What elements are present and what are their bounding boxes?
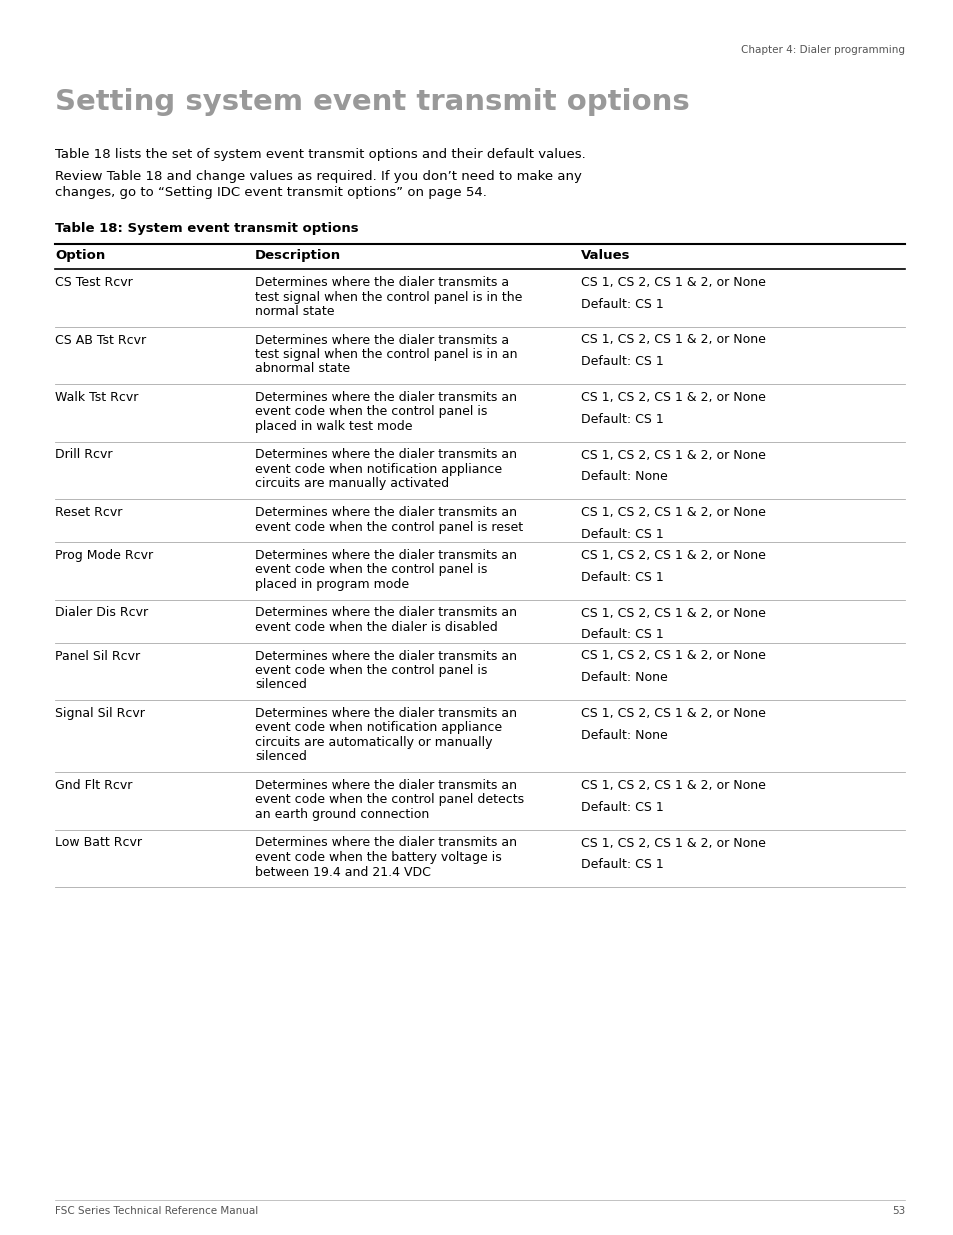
Text: Default: CS 1: Default: CS 1 [580,629,663,641]
Text: Default: CS 1: Default: CS 1 [580,527,663,541]
Text: CS Test Rcvr: CS Test Rcvr [55,275,132,289]
Text: test signal when the control panel is in the: test signal when the control panel is in… [254,290,522,304]
Text: Determines where the dialer transmits a: Determines where the dialer transmits a [254,275,509,289]
Text: CS 1, CS 2, CS 1 & 2, or None: CS 1, CS 2, CS 1 & 2, or None [580,779,765,792]
Text: Table 18: System event transmit options: Table 18: System event transmit options [55,222,358,235]
Text: Panel Sil Rcvr: Panel Sil Rcvr [55,650,140,662]
Text: silenced: silenced [254,751,307,763]
Text: between 19.4 and 21.4 VDC: between 19.4 and 21.4 VDC [254,866,431,878]
Text: Default: CS 1: Default: CS 1 [580,800,663,814]
Text: CS 1, CS 2, CS 1 & 2, or None: CS 1, CS 2, CS 1 & 2, or None [580,391,765,404]
Text: Determines where the dialer transmits an: Determines where the dialer transmits an [254,606,517,620]
Text: CS 1, CS 2, CS 1 & 2, or None: CS 1, CS 2, CS 1 & 2, or None [580,275,765,289]
Text: event code when the dialer is disabled: event code when the dialer is disabled [254,621,497,634]
Text: abnormal state: abnormal state [254,363,350,375]
Text: Default: CS 1: Default: CS 1 [580,571,663,584]
Text: event code when the control panel is: event code when the control panel is [254,405,487,419]
Text: Walk Tst Rcvr: Walk Tst Rcvr [55,391,138,404]
Text: Default: CS 1: Default: CS 1 [580,356,663,368]
Text: Determines where the dialer transmits a: Determines where the dialer transmits a [254,333,509,347]
Text: event code when notification appliance: event code when notification appliance [254,721,501,735]
Text: Dialer Dis Rcvr: Dialer Dis Rcvr [55,606,148,620]
Text: Determines where the dialer transmits an: Determines where the dialer transmits an [254,448,517,462]
Text: CS 1, CS 2, CS 1 & 2, or None: CS 1, CS 2, CS 1 & 2, or None [580,606,765,620]
Text: Table 18 lists the set of system event transmit options and their default values: Table 18 lists the set of system event t… [55,148,585,161]
Text: Default: CS 1: Default: CS 1 [580,858,663,871]
Text: circuits are automatically or manually: circuits are automatically or manually [254,736,492,748]
Text: placed in walk test mode: placed in walk test mode [254,420,412,433]
Text: Determines where the dialer transmits an: Determines where the dialer transmits an [254,836,517,850]
Text: Drill Rcvr: Drill Rcvr [55,448,112,462]
Text: CS 1, CS 2, CS 1 & 2, or None: CS 1, CS 2, CS 1 & 2, or None [580,506,765,519]
Text: event code when the control panel is reset: event code when the control panel is res… [254,520,522,534]
Text: event code when the control panel is: event code when the control panel is [254,563,487,577]
Text: event code when the control panel detects: event code when the control panel detect… [254,794,523,806]
Text: Determines where the dialer transmits an: Determines where the dialer transmits an [254,650,517,662]
Text: Default: CS 1: Default: CS 1 [580,412,663,426]
Text: CS 1, CS 2, CS 1 & 2, or None: CS 1, CS 2, CS 1 & 2, or None [580,333,765,347]
Text: changes, go to “Setting IDC event transmit options” on page 54.: changes, go to “Setting IDC event transm… [55,186,486,199]
Text: Values: Values [580,249,630,262]
Text: Determines where the dialer transmits an: Determines where the dialer transmits an [254,391,517,404]
Text: Determines where the dialer transmits an: Determines where the dialer transmits an [254,550,517,562]
Text: CS 1, CS 2, CS 1 & 2, or None: CS 1, CS 2, CS 1 & 2, or None [580,650,765,662]
Text: CS 1, CS 2, CS 1 & 2, or None: CS 1, CS 2, CS 1 & 2, or None [580,836,765,850]
Text: silenced: silenced [254,678,307,692]
Text: Reset Rcvr: Reset Rcvr [55,506,122,519]
Text: Default: CS 1: Default: CS 1 [580,298,663,311]
Text: Setting system event transmit options: Setting system event transmit options [55,88,689,116]
Text: CS 1, CS 2, CS 1 & 2, or None: CS 1, CS 2, CS 1 & 2, or None [580,448,765,462]
Text: event code when notification appliance: event code when notification appliance [254,463,501,475]
Text: Default: None: Default: None [580,729,667,742]
Text: event code when the battery voltage is: event code when the battery voltage is [254,851,501,864]
Text: Chapter 4: Dialer programming: Chapter 4: Dialer programming [740,44,904,56]
Text: FSC Series Technical Reference Manual: FSC Series Technical Reference Manual [55,1207,258,1216]
Text: Default: None: Default: None [580,471,667,483]
Text: Default: None: Default: None [580,672,667,684]
Text: CS 1, CS 2, CS 1 & 2, or None: CS 1, CS 2, CS 1 & 2, or None [580,550,765,562]
Text: Signal Sil Rcvr: Signal Sil Rcvr [55,706,145,720]
Text: circuits are manually activated: circuits are manually activated [254,478,449,490]
Text: Determines where the dialer transmits an: Determines where the dialer transmits an [254,706,517,720]
Text: test signal when the control panel is in an: test signal when the control panel is in… [254,348,517,361]
Text: Review Table 18 and change values as required. If you don’t need to make any: Review Table 18 and change values as req… [55,170,581,183]
Text: 53: 53 [891,1207,904,1216]
Text: Description: Description [254,249,341,262]
Text: CS 1, CS 2, CS 1 & 2, or None: CS 1, CS 2, CS 1 & 2, or None [580,706,765,720]
Text: placed in program mode: placed in program mode [254,578,409,592]
Text: Gnd Flt Rcvr: Gnd Flt Rcvr [55,779,132,792]
Text: CS AB Tst Rcvr: CS AB Tst Rcvr [55,333,146,347]
Text: Prog Mode Rcvr: Prog Mode Rcvr [55,550,153,562]
Text: Determines where the dialer transmits an: Determines where the dialer transmits an [254,779,517,792]
Text: normal state: normal state [254,305,335,317]
Text: an earth ground connection: an earth ground connection [254,808,429,821]
Text: Low Batt Rcvr: Low Batt Rcvr [55,836,142,850]
Text: Determines where the dialer transmits an: Determines where the dialer transmits an [254,506,517,519]
Text: Option: Option [55,249,105,262]
Text: event code when the control panel is: event code when the control panel is [254,664,487,677]
